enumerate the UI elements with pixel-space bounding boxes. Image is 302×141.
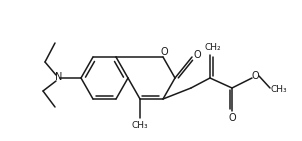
Text: N: N [55,72,63,82]
Text: CH₃: CH₃ [271,84,287,93]
Text: CH₂: CH₂ [205,44,221,52]
Text: O: O [193,50,201,60]
Text: O: O [251,71,259,81]
Text: O: O [228,113,236,123]
Text: O: O [160,47,168,57]
Text: CH₃: CH₃ [132,122,148,131]
